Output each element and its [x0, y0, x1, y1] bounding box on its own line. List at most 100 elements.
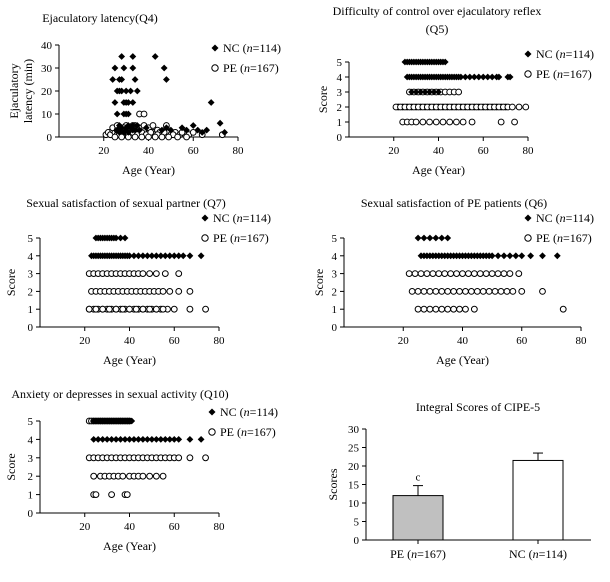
data-point-nc — [112, 234, 120, 242]
y-tick-label: 0 — [28, 508, 34, 520]
data-point-pe — [139, 472, 147, 480]
data-point-pe — [522, 103, 530, 111]
x-category-label: NC (n=114) — [509, 547, 567, 561]
data-point-pe — [419, 118, 427, 126]
data-point-pe — [476, 270, 484, 278]
data-point-nc — [512, 252, 520, 260]
data-point-pe — [439, 118, 447, 126]
y-axis-label: Score — [316, 86, 330, 113]
x-tick-label: 20 — [79, 521, 91, 533]
data-point-nc — [421, 88, 429, 96]
data-point-nc — [435, 88, 442, 96]
data-point-pe — [152, 472, 160, 480]
data-point-nc — [417, 88, 424, 96]
y-tick-label: 4 — [332, 251, 338, 263]
x-tick-label: 60 — [169, 335, 181, 347]
data-point-nc — [175, 436, 183, 443]
data-point-pe — [159, 305, 167, 313]
data-point-nc — [129, 99, 137, 106]
data-point-nc — [488, 252, 496, 260]
legend-label: NC (n=114) — [536, 211, 594, 225]
data-point-nc — [129, 64, 137, 72]
data-point-nc — [414, 234, 422, 242]
data-point-nc — [170, 436, 178, 443]
x-tick-label: 40 — [433, 145, 445, 157]
chart-title: Integral Scores of CIPE-5 — [416, 400, 540, 414]
data-point-pe — [108, 491, 115, 499]
data-point-nc — [494, 252, 502, 260]
data-point-pe — [426, 118, 433, 126]
data-point-nc — [203, 126, 211, 134]
data-point-nc — [116, 129, 123, 136]
data-point-nc — [131, 76, 139, 83]
legend-marker-nc — [201, 214, 209, 222]
y-axis-label: Ejaculatory — [7, 63, 21, 118]
data-point-pe — [432, 305, 440, 313]
legend-marker-nc — [524, 214, 532, 222]
data-point-nc — [120, 129, 128, 136]
y-tick-label: 3 — [28, 269, 34, 281]
data-point-nc — [420, 234, 428, 242]
data-point-pe — [92, 305, 100, 313]
chart-title: Difficulty of control over ejaculatory r… — [333, 4, 542, 18]
legend-marker-pe — [524, 234, 532, 242]
significance-annotation: c — [416, 472, 421, 484]
y-tick-label: 5 — [337, 57, 343, 69]
x-tick-label: 60 — [188, 145, 200, 157]
y-tick-label: 5 — [354, 517, 360, 529]
data-point-nc — [111, 64, 119, 72]
x-tick-label: 80 — [233, 145, 245, 157]
y-tick-label: 0 — [47, 132, 53, 144]
data-point-nc — [158, 126, 166, 134]
y-tick-label: 0 — [337, 132, 343, 144]
data-point-pe — [85, 305, 93, 313]
data-point-pe — [151, 133, 159, 141]
data-point-pe — [405, 270, 413, 278]
data-point-nc — [475, 73, 483, 81]
data-point-nc — [127, 87, 134, 95]
data-point-pe — [497, 118, 505, 126]
data-point-pe — [112, 305, 120, 313]
data-point-nc — [120, 99, 128, 106]
data-point-pe — [420, 305, 428, 313]
y-tick-label: 4 — [28, 251, 34, 263]
data-point-pe — [429, 270, 437, 278]
data-point-pe — [140, 110, 148, 118]
data-point-nc — [457, 73, 465, 81]
x-tick-label: 80 — [214, 521, 226, 533]
legend-marker-pe — [208, 428, 216, 436]
data-point-nc — [126, 252, 133, 260]
data-point-nc — [426, 234, 434, 242]
legend-label: NC (n=114) — [213, 211, 271, 225]
data-point-nc — [207, 99, 215, 106]
data-point-nc — [157, 436, 165, 443]
legend-marker-nc — [524, 50, 532, 58]
x-category-label: PE (n=167) — [390, 547, 446, 561]
data-point-pe — [186, 454, 194, 462]
data-point-pe — [446, 118, 454, 126]
data-point-nc — [506, 252, 514, 260]
y-axis-label: Score — [4, 269, 18, 296]
data-point-pe — [518, 288, 526, 295]
data-point-pe — [146, 305, 154, 313]
data-point-nc — [197, 436, 205, 443]
data-point-nc — [111, 99, 119, 106]
legend-label: PE (n=167) — [223, 61, 279, 75]
data-point-nc — [116, 124, 123, 132]
data-point-pe — [453, 270, 460, 278]
data-point-nc — [120, 110, 128, 118]
data-point-pe — [462, 288, 469, 295]
data-point-pe — [408, 288, 416, 295]
x-axis-label: Age (Year) — [103, 353, 156, 367]
data-point-nc — [432, 234, 440, 242]
data-point-pe — [444, 288, 452, 295]
data-point-nc — [470, 73, 478, 81]
data-point-nc — [430, 88, 438, 96]
x-tick-label: 40 — [124, 521, 136, 533]
y-tick-label: 5 — [28, 233, 34, 245]
chart-title: Ejaculatory latency(Q4) — [42, 11, 158, 25]
y-axis-label: latency (min) — [21, 59, 35, 123]
y-tick-label: 2 — [337, 102, 343, 114]
chart-title: Sexual satisfaction of PE patients (Q6) — [361, 196, 547, 210]
data-point-nc — [488, 73, 496, 81]
